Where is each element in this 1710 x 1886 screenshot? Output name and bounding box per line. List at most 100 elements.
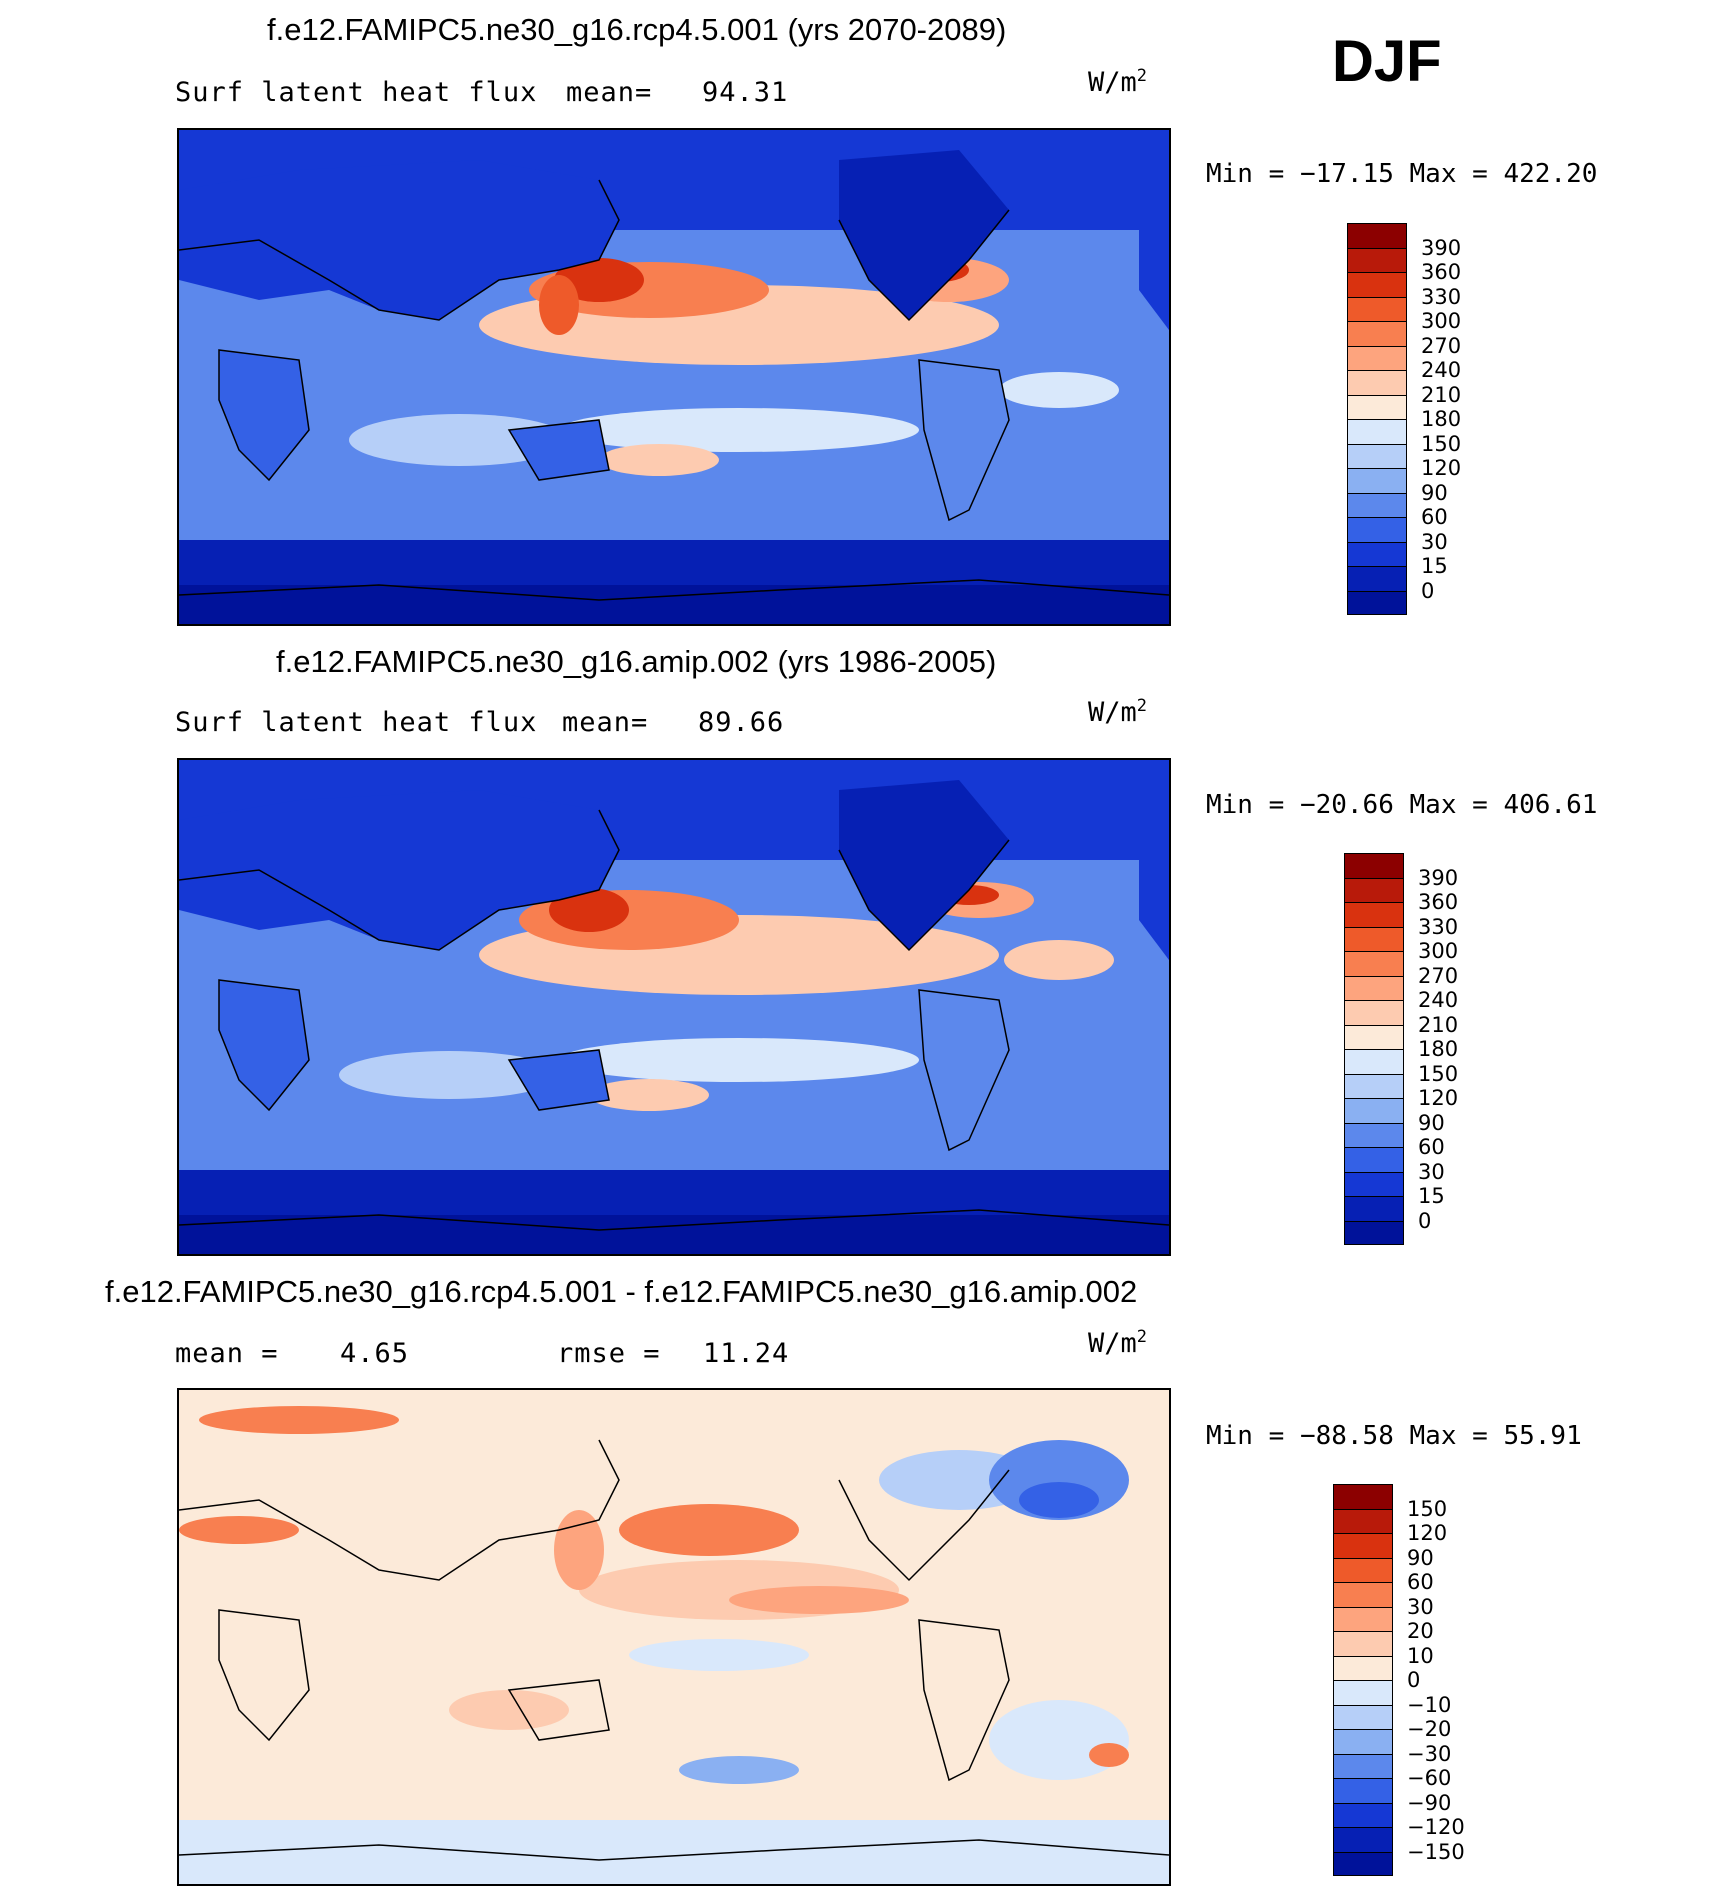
colorbar-label: −60 bbox=[1407, 1766, 1452, 1790]
colorbar-label: 300 bbox=[1418, 939, 1459, 963]
colorbar-swatch bbox=[1333, 1680, 1393, 1705]
panel-1-units: W/m2 bbox=[1088, 66, 1148, 98]
colorbar-label: 20 bbox=[1407, 1619, 1434, 1643]
colorbar-swatch bbox=[1347, 345, 1407, 370]
colorbar-label: 150 bbox=[1421, 431, 1462, 456]
colorbar-swatch bbox=[1344, 975, 1404, 1000]
colorbar-label: 30 bbox=[1421, 529, 1448, 554]
colorbar-label: 240 bbox=[1418, 988, 1459, 1012]
colorbar-swatch bbox=[1344, 1073, 1404, 1098]
colorbar-swatch bbox=[1347, 296, 1407, 321]
colorbar-swatch bbox=[1347, 394, 1407, 419]
colorbar-swatch bbox=[1344, 902, 1404, 927]
colorbar-swatch bbox=[1344, 1024, 1404, 1049]
colorbar-swatch bbox=[1347, 541, 1407, 566]
panel-2-minmax: Min = −20.66 Max = 406.61 bbox=[1206, 790, 1598, 820]
colorbar-swatch bbox=[1344, 1098, 1404, 1123]
panel-2-variable: Surf latent heat flux bbox=[175, 707, 538, 738]
colorbar-label: −30 bbox=[1407, 1741, 1452, 1766]
season-label: DJF bbox=[1332, 29, 1442, 94]
colorbar-label: 150 bbox=[1418, 1061, 1459, 1086]
panel-3-rmse-value: 11.24 bbox=[703, 1338, 790, 1369]
colorbar-label: 390 bbox=[1421, 235, 1462, 260]
panel-1-title: f.e12.FAMIPC5.ne30_g16.rcp4.5.001 (yrs 2… bbox=[267, 12, 1007, 47]
colorbar-label: 15 bbox=[1418, 1184, 1445, 1208]
colorbar-swatch bbox=[1333, 1851, 1393, 1876]
colorbar-label: 90 bbox=[1407, 1545, 1434, 1570]
colorbar-swatch bbox=[1347, 419, 1407, 444]
panel-2-mean-value: 89.66 bbox=[698, 707, 785, 738]
colorbar-swatch bbox=[1347, 370, 1407, 395]
colorbar-swatch bbox=[1333, 1533, 1393, 1558]
colorbar-swatch bbox=[1347, 443, 1407, 468]
colorbar-label: 180 bbox=[1418, 1037, 1459, 1061]
colorbar-swatch bbox=[1344, 1000, 1404, 1025]
colorbar-label: 330 bbox=[1421, 284, 1462, 309]
colorbar-label: 30 bbox=[1407, 1594, 1434, 1619]
colorbar-label: 300 bbox=[1421, 309, 1462, 333]
colorbar-label: 120 bbox=[1421, 456, 1462, 480]
colorbar-label: 90 bbox=[1421, 480, 1448, 505]
colorbar-swatch bbox=[1333, 1729, 1393, 1754]
colorbar-label: −20 bbox=[1407, 1717, 1452, 1741]
panel-3-mean-value: 4.65 bbox=[340, 1338, 410, 1369]
colorbar-swatch bbox=[1347, 247, 1407, 272]
panel-1-colorbar: 390 360 330 300 270 240 210 180 150 120 90 60 30 15 0 bbox=[1347, 223, 1461, 615]
panel-3-map-svg bbox=[179, 1390, 1169, 1884]
panel-2-map bbox=[177, 758, 1171, 1256]
colorbar-label: 90 bbox=[1418, 1110, 1445, 1135]
colorbar-swatch bbox=[1333, 1827, 1393, 1852]
colorbar-swatch bbox=[1333, 1508, 1393, 1533]
colorbar-label: 120 bbox=[1407, 1521, 1448, 1545]
panel-1-map bbox=[177, 128, 1171, 626]
colorbar-label: 270 bbox=[1421, 333, 1462, 358]
colorbar-swatch bbox=[1344, 1171, 1404, 1196]
colorbar-swatch bbox=[1344, 1147, 1404, 1172]
colorbar-label: 360 bbox=[1418, 890, 1459, 914]
panel-3-rmse-label: rmse = bbox=[557, 1338, 661, 1369]
colorbar-label: 10 bbox=[1407, 1643, 1434, 1668]
colorbar-swatch bbox=[1347, 492, 1407, 517]
colorbar-label: −90 bbox=[1407, 1790, 1452, 1815]
colorbar-label: 60 bbox=[1418, 1135, 1445, 1159]
colorbar-swatch bbox=[1344, 1049, 1404, 1074]
colorbar-label: 210 bbox=[1418, 1012, 1459, 1037]
panel-3-mean-label: mean = bbox=[175, 1338, 279, 1369]
colorbar-swatch bbox=[1333, 1606, 1393, 1631]
colorbar-label: 270 bbox=[1418, 963, 1459, 988]
colorbar-swatch bbox=[1333, 1778, 1393, 1803]
panel-3-map bbox=[177, 1388, 1171, 1886]
colorbar-label: 210 bbox=[1421, 382, 1462, 407]
panel-1-mean-label: mean= bbox=[566, 77, 653, 108]
colorbar-swatch bbox=[1333, 1557, 1393, 1582]
colorbar-label: 60 bbox=[1421, 505, 1448, 529]
colorbar-swatch bbox=[1333, 1753, 1393, 1778]
colorbar-label: 390 bbox=[1418, 865, 1459, 890]
panel-2-map-svg bbox=[179, 760, 1169, 1254]
colorbar-label: 180 bbox=[1421, 407, 1462, 431]
colorbar-label: 60 bbox=[1407, 1570, 1434, 1594]
panel-3-title: f.e12.FAMIPC5.ne30_g16.rcp4.5.001 - f.e1… bbox=[105, 1274, 1138, 1309]
colorbar-swatch bbox=[1333, 1631, 1393, 1656]
colorbar-swatch bbox=[1333, 1704, 1393, 1729]
panel-1-map-svg bbox=[179, 130, 1169, 624]
colorbar-swatch bbox=[1333, 1802, 1393, 1827]
colorbar-label: 0 bbox=[1418, 1208, 1432, 1233]
colorbar-label: 30 bbox=[1418, 1159, 1445, 1184]
colorbar-swatch bbox=[1344, 1220, 1404, 1245]
colorbar-swatch bbox=[1347, 590, 1407, 615]
panel-2-colorbar: 390 360 330 300 270 240 210 180 150 120 90 60 30 15 0 bbox=[1344, 853, 1458, 1245]
colorbar-label: −150 bbox=[1407, 1839, 1465, 1864]
colorbar-label: 330 bbox=[1418, 914, 1459, 939]
colorbar-swatch bbox=[1344, 877, 1404, 902]
colorbar-label: 0 bbox=[1407, 1668, 1421, 1692]
colorbar-label: 120 bbox=[1418, 1086, 1459, 1110]
colorbar-swatch bbox=[1347, 566, 1407, 591]
colorbar-swatch bbox=[1344, 926, 1404, 951]
colorbar-swatch bbox=[1344, 1122, 1404, 1147]
panel-1-minmax: Min = −17.15 Max = 422.20 bbox=[1206, 159, 1598, 189]
colorbar-swatch bbox=[1344, 853, 1404, 878]
colorbar-label: 0 bbox=[1421, 578, 1435, 603]
colorbar-swatch bbox=[1347, 468, 1407, 493]
colorbar-swatch bbox=[1344, 951, 1404, 976]
